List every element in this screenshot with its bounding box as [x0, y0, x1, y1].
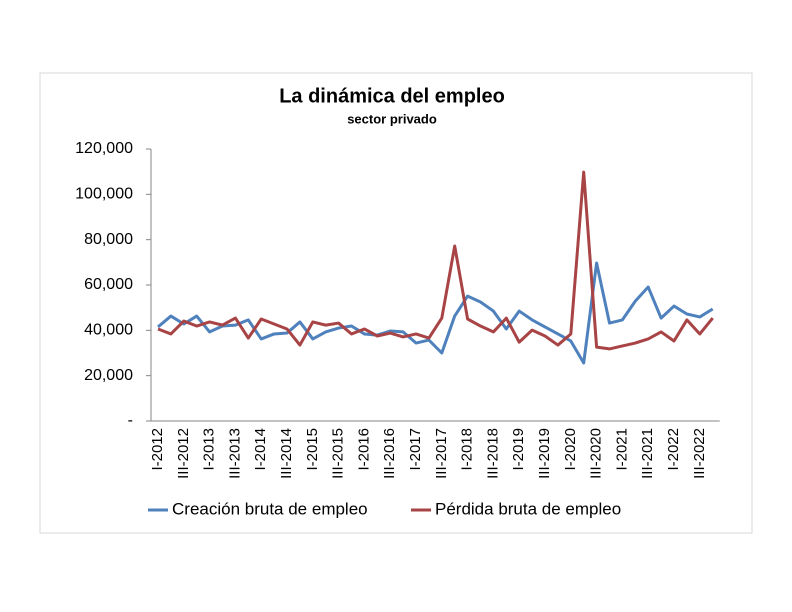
legend-label: Creación bruta de empleo [172, 499, 368, 518]
y-tick-label: - [128, 412, 133, 429]
y-tick-label: 80,000 [84, 231, 133, 248]
series-line [157, 170, 714, 351]
x-tick-label: III-2013 [226, 428, 243, 479]
x-tick-label: III-2015 [330, 428, 347, 479]
x-tick-label: I-2021 [613, 428, 630, 471]
x-tick-label: I-2022 [665, 428, 682, 471]
y-tick-label: 60,000 [84, 276, 133, 293]
chart-title: La dinámica del empleo [279, 85, 505, 107]
y-tick-label: 40,000 [84, 322, 133, 339]
x-tick-label: III-2016 [381, 428, 398, 479]
x-tick-label: I-2019 [510, 428, 527, 471]
x-tick-label: I-2012 [149, 428, 166, 471]
x-tick-label: III-2014 [278, 428, 295, 479]
x-tick-label: I-2016 [355, 428, 372, 471]
x-tick-label: I-2017 [407, 428, 424, 471]
x-tick-label: III-2021 [639, 428, 656, 479]
y-tick-label: 20,000 [84, 367, 133, 384]
x-tick-label: I-2015 [304, 428, 321, 471]
series-line [157, 261, 714, 365]
x-tick-label: I-2013 [201, 428, 218, 471]
x-tick-label: III-2018 [484, 428, 501, 479]
chart-subtitle: sector privado [347, 111, 437, 126]
y-tick-label: 120,000 [75, 140, 133, 157]
x-tick-label: III-2017 [433, 428, 450, 479]
x-tick-label: III-2012 [175, 428, 192, 479]
x-tick-label: I-2018 [459, 428, 476, 471]
x-tick-label: III-2022 [691, 428, 708, 479]
x-tick-label: III-2020 [588, 428, 605, 479]
x-tick-label: III-2019 [536, 428, 553, 479]
x-tick-label: I-2020 [562, 428, 579, 471]
x-tick-label: I-2014 [252, 428, 269, 471]
y-tick-label: 100,000 [75, 186, 133, 203]
legend-label: Pérdida bruta de empleo [435, 499, 621, 518]
